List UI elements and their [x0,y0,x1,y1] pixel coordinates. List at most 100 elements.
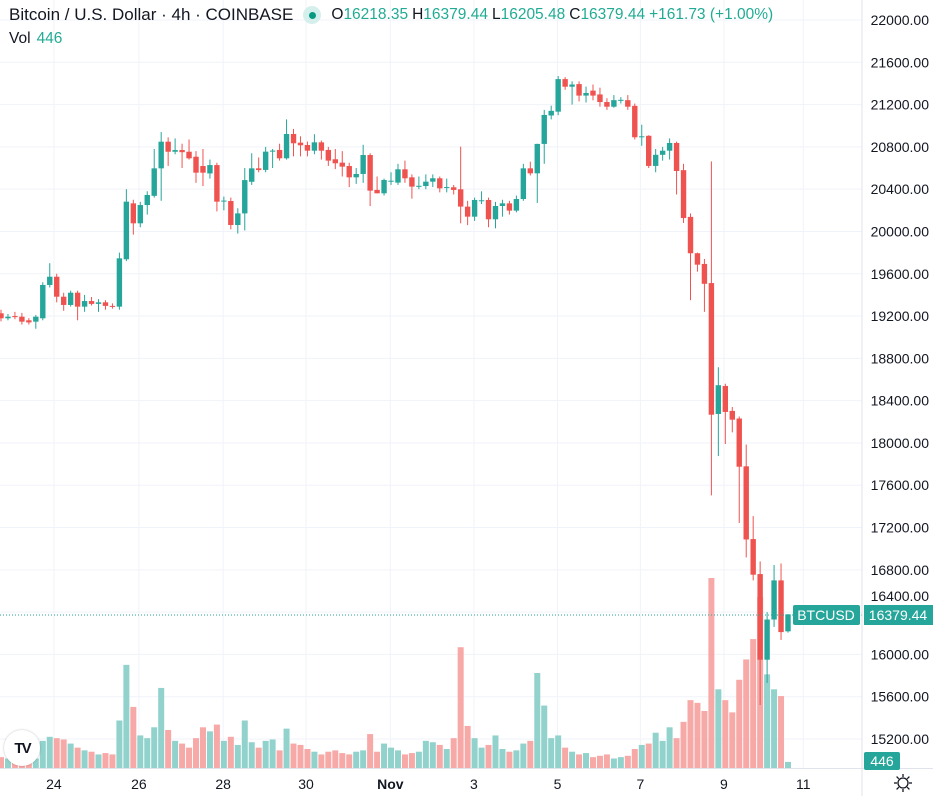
volume-bar [388,747,395,768]
candle-body [485,199,492,220]
candle-body [186,151,192,159]
candle-body [478,200,485,202]
candle-body [666,142,673,151]
tradingview-logo-icon[interactable]: TV [4,730,40,766]
candle [269,148,276,169]
candle-body [597,94,603,103]
candle [701,258,708,312]
candle-body [513,199,520,211]
volume-bars [0,578,791,768]
volume-bar [464,725,471,768]
volume-bar [457,647,464,768]
symbol-price-tag: BTCUSD 16379.44 446 [793,605,933,770]
candle-body [19,316,25,322]
candle-body [304,144,311,151]
candle [95,299,102,312]
volume-bar [513,750,520,768]
volume-bar [785,761,791,768]
price-tick-label: 16000.00 [871,646,930,662]
candle-body [339,162,345,167]
candle-body [221,200,227,202]
candle [249,153,255,185]
candle-body [750,539,756,575]
volume-bar [478,747,485,768]
volume-bar [555,735,562,768]
time-tick-label: 11 [796,776,811,792]
candle [186,139,192,160]
volume-bar [771,689,778,768]
candle-body [639,136,645,138]
price-tick-label: 20000.00 [871,223,930,239]
candle-body [276,149,283,159]
change-value: +161.73 (+1.00%) [649,6,774,23]
candle [625,95,631,110]
candle-body [527,168,534,174]
open-value: 16218.35 [343,6,409,23]
volume-bar [715,689,722,768]
symbol-title[interactable]: Bitcoin / U.S. Dollar · 4h · COINBASE [9,5,294,24]
candle-body [548,110,554,116]
market-status-icon[interactable] [303,6,322,24]
candle-body [158,141,164,169]
settings-gear-icon[interactable] [893,773,913,793]
candle-body [165,141,171,152]
candle [109,303,116,309]
candle-body [179,150,185,153]
candle-body [193,156,199,173]
volume-bar [130,706,137,768]
candle [318,140,325,160]
volume-bar [408,753,415,768]
volume-bar [401,754,408,768]
volume-bar [541,705,548,768]
candle [499,199,506,217]
chart-legend: Bitcoin / U.S. Dollar · 4h · COINBASE O1… [9,5,777,25]
candle [74,290,81,321]
candle [771,564,777,627]
candle-body [116,258,123,307]
volume-bar [527,740,534,768]
price-tick-label: 21200.00 [871,97,930,113]
volume-bar [687,700,694,768]
candle-body [255,168,262,171]
volume-bar [144,738,151,768]
volume-bar [499,749,506,768]
price-axis[interactable]: 15200.00 15600.00 16000.00 16400.00 16800.00… [871,12,930,747]
candle-body [771,580,777,620]
time-axis[interactable]: 24 26 28 30 Nov 3 5 7 9 11 [46,776,811,792]
volume-bar [137,735,144,768]
candle [569,81,575,105]
candle [437,176,443,193]
volume-bar [304,749,311,768]
candle [652,148,659,173]
volume-bar [569,751,576,768]
candle [618,97,624,104]
candle [26,318,32,325]
candle-body [332,159,339,164]
volume-bar [436,744,443,768]
candle-body [207,165,213,174]
candle [81,294,88,312]
volume-bar [60,739,67,768]
price-tick-label: 21600.00 [871,54,930,70]
candle [715,367,722,457]
volume-bar [680,721,687,768]
candle [555,76,561,116]
candle [604,98,610,110]
candle-body [694,253,701,265]
volume-bar [548,738,555,768]
candle [339,151,345,177]
candle [332,148,339,170]
candle-body [374,189,380,194]
candle-body [172,150,178,152]
volume-bar [659,740,666,768]
candle-body [200,166,206,173]
candle [694,252,701,272]
volume-bar [46,736,53,768]
candle [527,161,534,176]
volume-bar [722,700,729,768]
candle [381,178,387,196]
ohlc-close: C16379.44 [569,6,645,24]
price-tick-label: 18400.00 [871,393,930,409]
candle [116,252,123,310]
